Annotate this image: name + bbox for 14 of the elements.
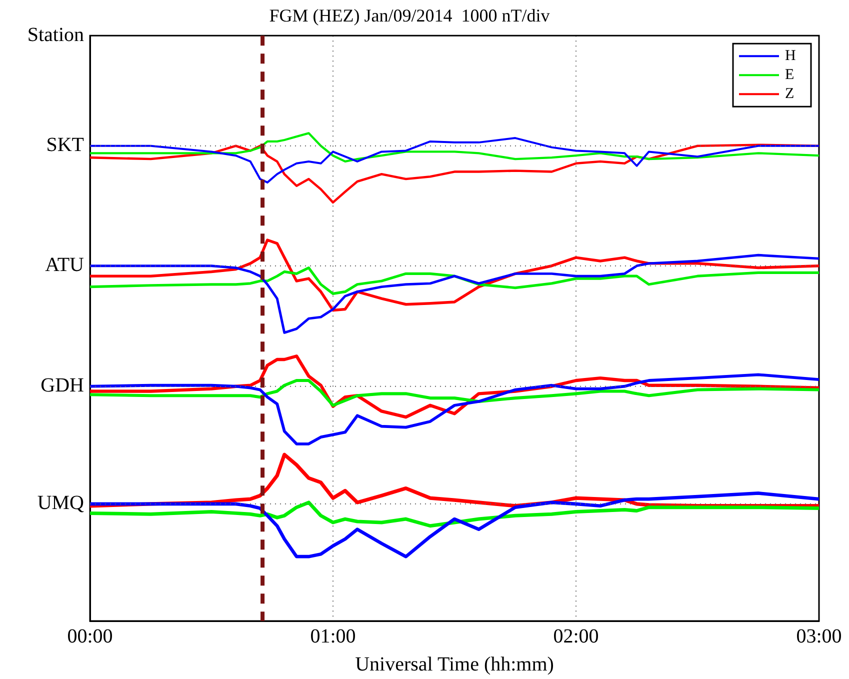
x-axis-title: Universal Time (hh:mm): [355, 653, 554, 676]
text: UMQ: [37, 492, 85, 514]
x-tick-label: 01:00: [310, 625, 356, 648]
text: ATU: [45, 254, 85, 276]
x-tick-label: 02:00: [553, 625, 599, 648]
text: Station: [27, 24, 84, 46]
legend-label: Z: [785, 86, 794, 102]
x-tick-label: 03:00: [796, 625, 842, 648]
chart-title: FGM (HEZ) Jan/09/2014 1000 nT/div: [269, 6, 550, 26]
x-tick-label: 00:00: [67, 625, 113, 648]
text: GDH: [40, 374, 84, 397]
legend-label: H: [785, 48, 796, 64]
text: SKT: [46, 134, 84, 156]
legend-label: E: [785, 67, 794, 84]
